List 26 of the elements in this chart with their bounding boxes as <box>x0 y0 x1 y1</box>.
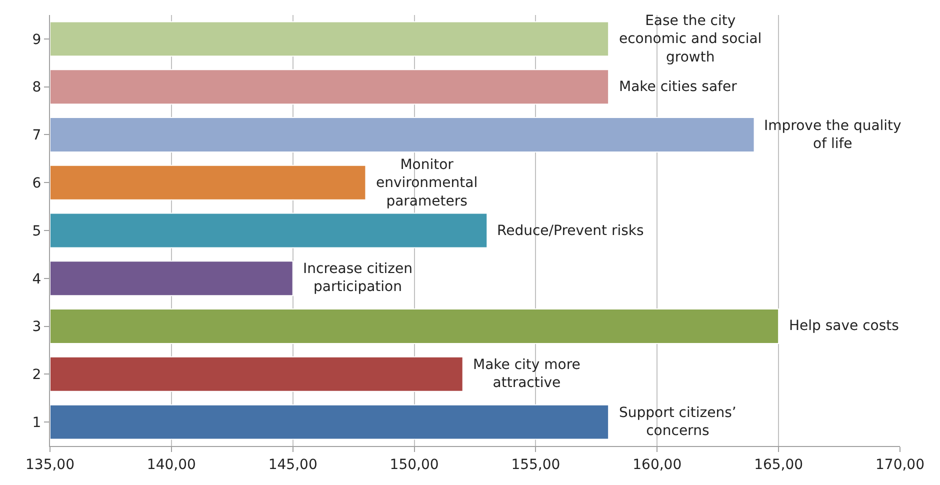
y-tick-label: 8 <box>32 80 42 96</box>
y-tick-label: 3 <box>32 319 42 336</box>
annotation: Improve the quality of life <box>764 118 902 152</box>
y-tick-label: 1 <box>32 414 42 431</box>
y-tick-label: 4 <box>32 271 42 288</box>
x-tick-label: 160,00 <box>632 456 682 473</box>
x-tick-label: 155,00 <box>511 456 560 473</box>
annotation: Help save costs <box>789 318 899 334</box>
annotation: Reduce/Prevent risks <box>497 223 644 239</box>
x-tick-label: 135,00 <box>26 456 74 473</box>
annotation: Monitor environmental parameters <box>376 157 478 210</box>
annotation: Increase citizen participation <box>303 261 412 296</box>
annotation: Make city more attractive <box>473 357 580 392</box>
y-tick-label: 2 <box>32 367 42 384</box>
x-tick-label: 170,00 <box>876 456 924 473</box>
annotation: Ease the city economic and social growth <box>619 13 762 66</box>
y-tick-label: 9 <box>32 32 42 48</box>
y-tick-label: 7 <box>32 128 42 144</box>
x-tick-label: 165,00 <box>754 456 804 473</box>
y-tick-label: 5 <box>32 223 42 240</box>
x-tick-label: 150,00 <box>390 456 439 473</box>
annotation: Make cities safer <box>619 79 738 95</box>
x-tick-label: 140,00 <box>146 456 196 473</box>
y-tick-label: 6 <box>32 176 42 192</box>
annotation: Support citizens’ concerns <box>619 405 736 440</box>
x-tick-label: 145,00 <box>268 456 318 473</box>
